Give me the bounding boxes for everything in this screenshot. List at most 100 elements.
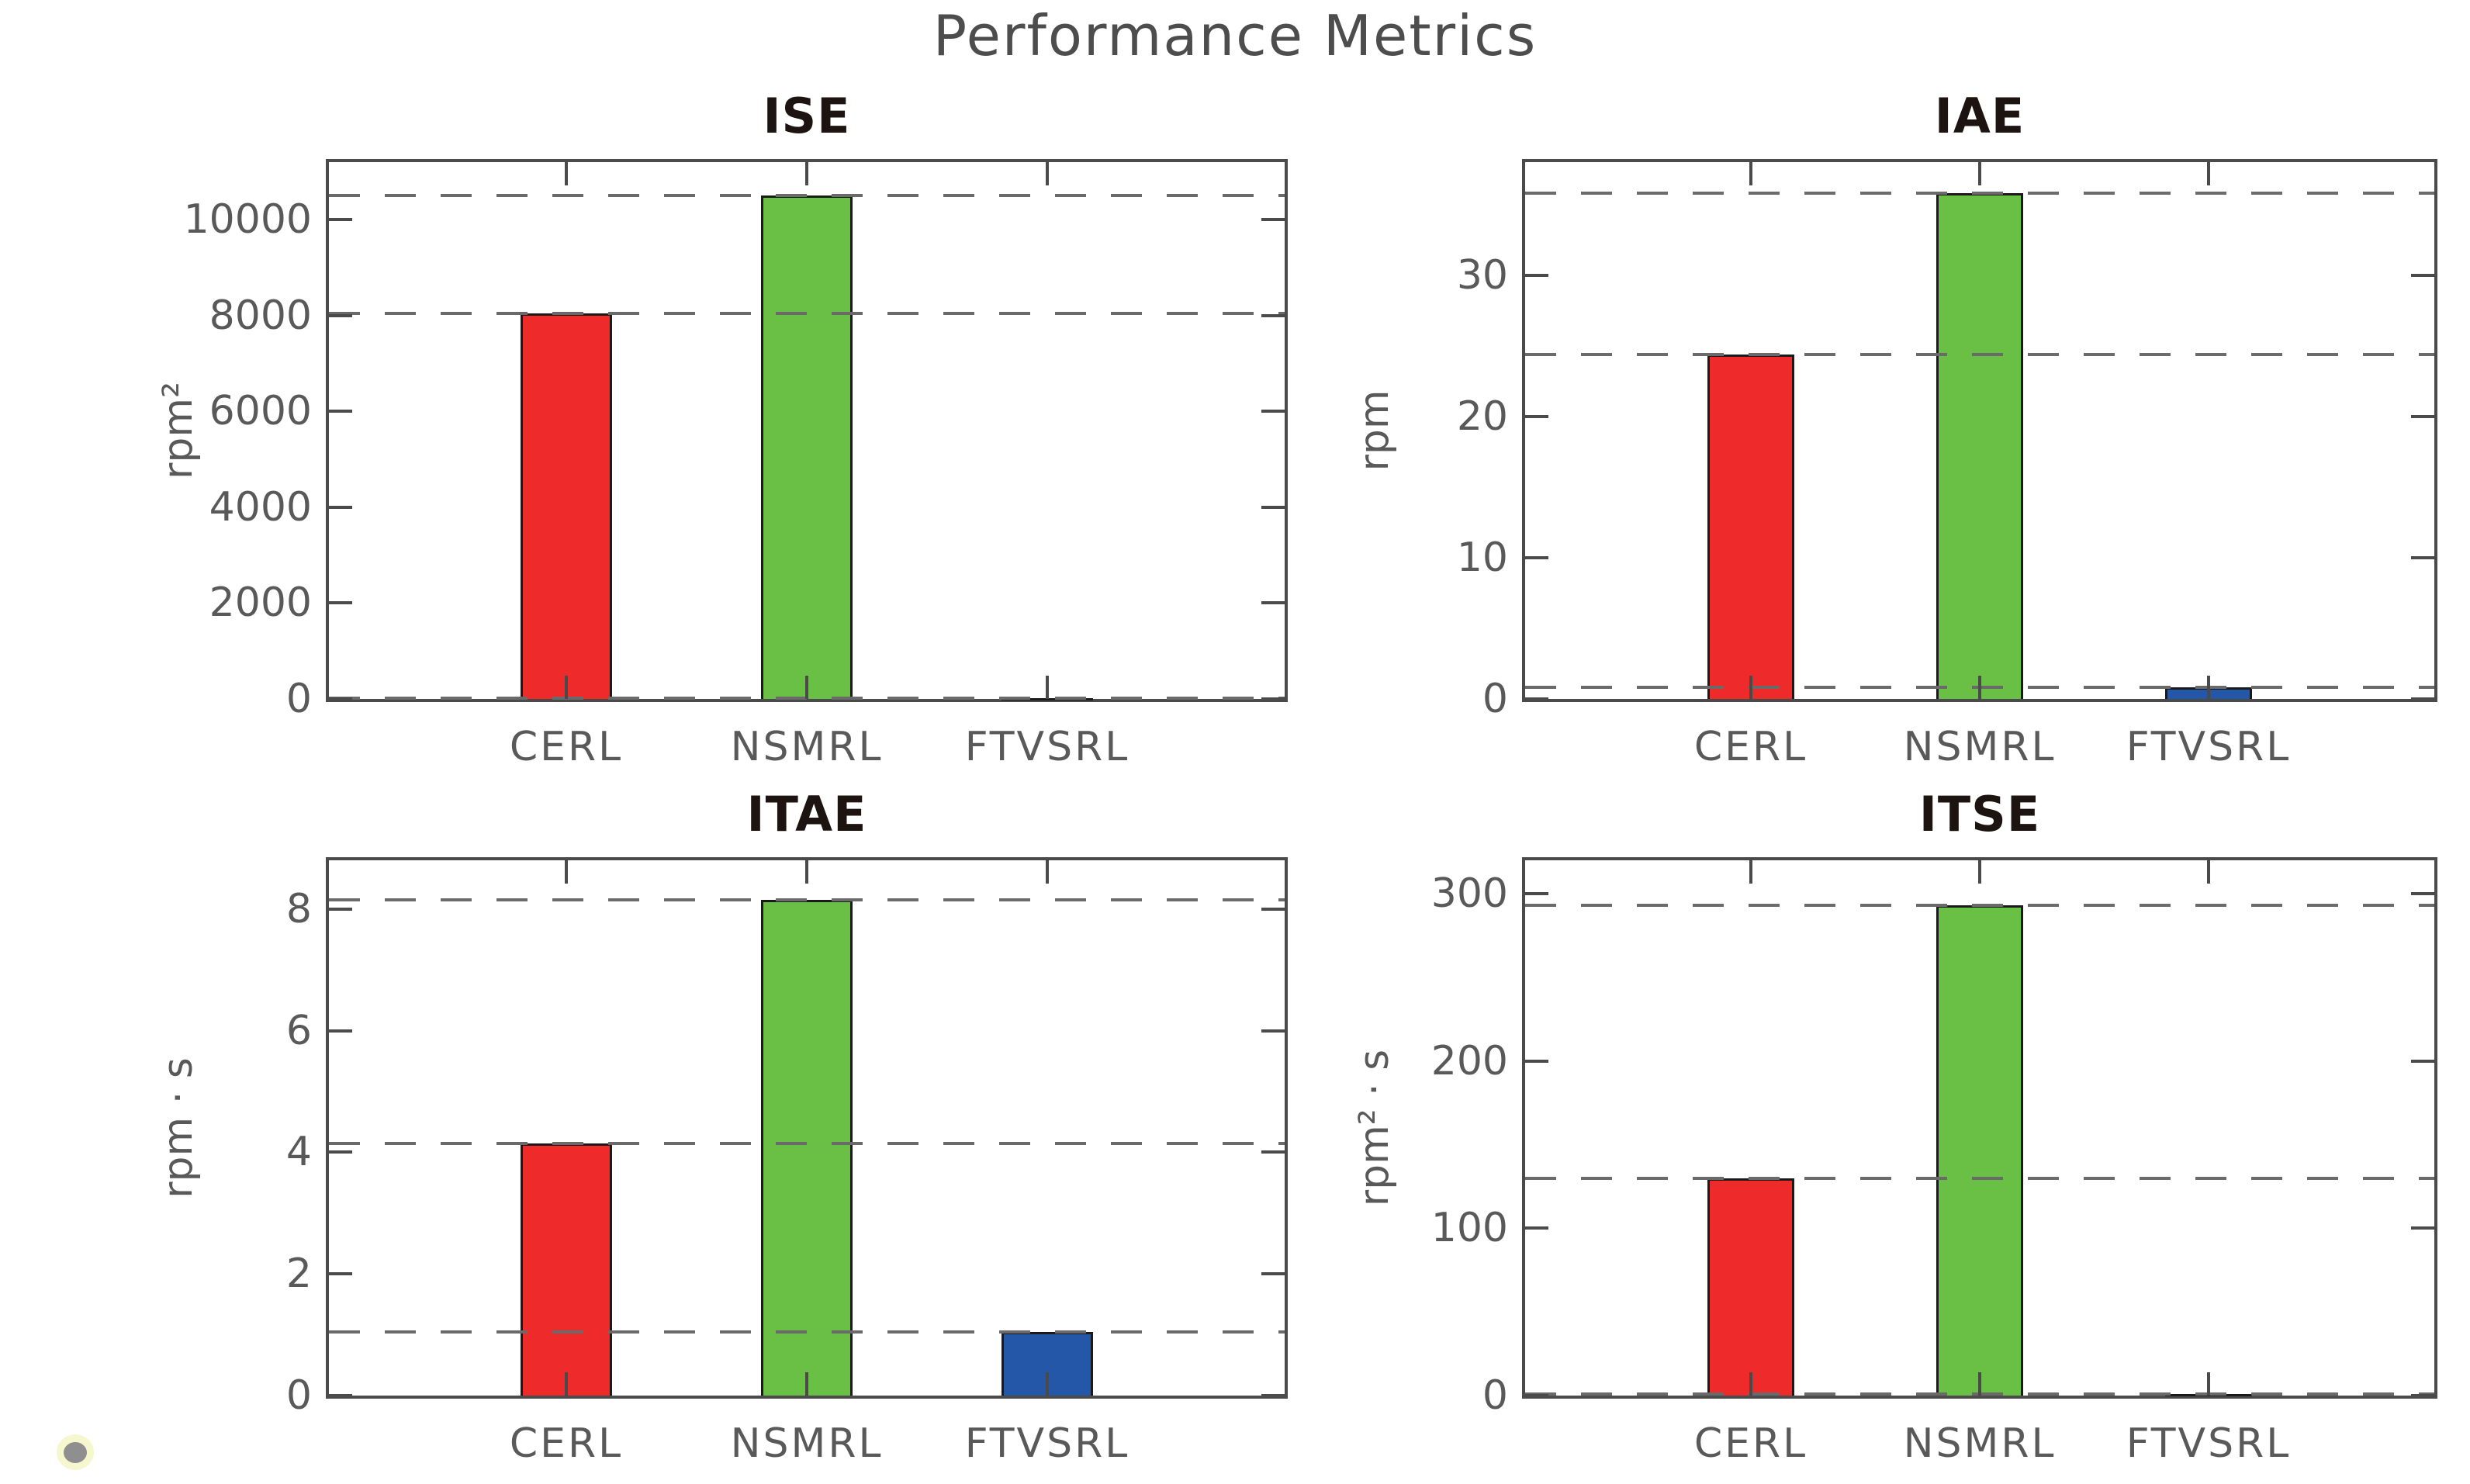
x-tick-mark bbox=[805, 1372, 808, 1396]
bar-cerl bbox=[521, 313, 612, 699]
y-tick-mark-right bbox=[1261, 1394, 1285, 1397]
subplot-title-iae: IAE bbox=[1934, 88, 2025, 144]
y-tick-mark bbox=[1525, 414, 1548, 418]
x-tick-mark-top bbox=[1046, 860, 1049, 884]
bar-nsmrl bbox=[761, 899, 853, 1396]
x-tick-mark bbox=[1046, 676, 1049, 699]
stray-cursor-dot bbox=[57, 1434, 94, 1470]
figure-title: Performance Metrics bbox=[932, 3, 1538, 68]
x-tick-mark-top bbox=[565, 860, 568, 884]
x-tick-mark-top bbox=[805, 860, 808, 884]
reference-dashed-line bbox=[329, 1141, 1285, 1145]
x-tick-mark-top bbox=[1978, 162, 1981, 185]
x-tick-mark bbox=[805, 676, 808, 699]
bar-nsmrl bbox=[761, 195, 853, 699]
x-tick-label-cerl: CERL bbox=[1693, 1420, 1808, 1467]
bar-cerl bbox=[1707, 354, 1794, 699]
y-tick-mark-right bbox=[1261, 1029, 1285, 1033]
x-tick-mark bbox=[1046, 1372, 1049, 1396]
y-tick-label: 0 bbox=[285, 1372, 312, 1419]
y-tick-mark bbox=[329, 601, 352, 605]
y-tick-mark-right bbox=[1261, 410, 1285, 413]
y-tick-mark bbox=[329, 1272, 352, 1276]
x-tick-label-cerl: CERL bbox=[509, 1420, 624, 1467]
x-tick-label-ftvsrl: FTVSRL bbox=[2126, 724, 2292, 770]
y-tick-label: 20 bbox=[1456, 393, 1508, 440]
bar-cerl bbox=[1707, 1178, 1794, 1396]
x-tick-mark-top bbox=[1978, 860, 1981, 884]
subplot-title-ise: ISE bbox=[763, 88, 851, 144]
bar-nsmrl bbox=[1936, 193, 2023, 699]
y-tick-mark-right bbox=[2411, 892, 2434, 896]
y-tick-mark-right bbox=[1261, 907, 1285, 911]
x-tick-mark bbox=[2207, 1372, 2210, 1396]
y-tick-mark bbox=[329, 505, 352, 509]
reference-dashed-line bbox=[1525, 192, 2434, 195]
y-tick-mark bbox=[329, 313, 352, 317]
y-tick-label: 200 bbox=[1430, 1037, 1508, 1084]
y-tick-mark bbox=[329, 1394, 352, 1397]
y-tick-mark bbox=[1525, 555, 1548, 559]
y-tick-mark-right bbox=[2411, 697, 2434, 700]
reference-dashed-line bbox=[329, 311, 1285, 315]
x-tick-mark bbox=[1978, 1372, 1981, 1396]
y-tick-label: 6 bbox=[285, 1007, 312, 1054]
x-tick-mark bbox=[2207, 676, 2210, 699]
x-tick-label-cerl: CERL bbox=[1693, 724, 1808, 770]
reference-dashed-line bbox=[329, 1330, 1285, 1334]
y-tick-mark bbox=[329, 907, 352, 911]
y-tick-label: 0 bbox=[1482, 1372, 1508, 1419]
subplot-title-itse: ITSE bbox=[1918, 786, 2041, 842]
x-tick-mark-top bbox=[2207, 162, 2210, 185]
y-tick-mark bbox=[1525, 1059, 1548, 1063]
y-tick-mark-right bbox=[2411, 273, 2434, 277]
y-tick-mark-right bbox=[1261, 218, 1285, 222]
y-tick-label: 0 bbox=[285, 676, 312, 722]
y-tick-label: 0 bbox=[1482, 676, 1508, 722]
x-tick-mark bbox=[1978, 676, 1981, 699]
reference-dashed-line bbox=[1525, 352, 2434, 356]
y-tick-mark bbox=[329, 697, 352, 700]
y-tick-label: 8000 bbox=[209, 292, 312, 339]
x-tick-label-ftvsrl: FTVSRL bbox=[964, 724, 1130, 770]
x-tick-label-nsmrl: NSMRL bbox=[730, 724, 884, 770]
y-tick-mark-right bbox=[1261, 1272, 1285, 1276]
y-tick-label: 2 bbox=[285, 1251, 312, 1298]
y-tick-mark-right bbox=[1261, 697, 1285, 700]
bar-cerl bbox=[521, 1143, 612, 1396]
y-tick-mark-right bbox=[2411, 414, 2434, 418]
x-tick-label-nsmrl: NSMRL bbox=[1903, 1420, 2057, 1467]
y-tick-label: 100 bbox=[1430, 1205, 1508, 1252]
y-tick-label: 10000 bbox=[183, 196, 312, 244]
y-tick-label: 300 bbox=[1430, 870, 1508, 918]
y-axis-label-itse: rpm² · s bbox=[1351, 1049, 1398, 1207]
y-tick-mark bbox=[1525, 273, 1548, 277]
y-tick-mark-right bbox=[2411, 1226, 2434, 1230]
y-tick-mark-right bbox=[1261, 1150, 1285, 1154]
y-tick-mark bbox=[329, 410, 352, 413]
x-tick-label-ftvsrl: FTVSRL bbox=[964, 1420, 1130, 1467]
reference-dashed-line bbox=[329, 898, 1285, 901]
x-tick-mark-top bbox=[1046, 162, 1049, 185]
x-tick-label-nsmrl: NSMRL bbox=[730, 1420, 884, 1467]
y-tick-mark bbox=[1525, 1394, 1548, 1397]
x-tick-mark-top bbox=[1749, 162, 1752, 185]
y-tick-mark-right bbox=[1261, 313, 1285, 317]
reference-dashed-line bbox=[329, 194, 1285, 198]
x-tick-mark bbox=[1749, 1372, 1752, 1396]
y-tick-label: 4000 bbox=[209, 483, 312, 531]
x-tick-mark-top bbox=[565, 162, 568, 185]
x-tick-mark bbox=[565, 1372, 568, 1396]
y-tick-label: 4 bbox=[285, 1129, 312, 1176]
y-tick-label: 6000 bbox=[209, 388, 312, 435]
reference-dashed-line bbox=[1525, 904, 2434, 908]
y-tick-mark bbox=[329, 1150, 352, 1154]
x-tick-mark-top bbox=[1749, 860, 1752, 884]
x-tick-mark-top bbox=[2207, 860, 2210, 884]
x-tick-mark bbox=[565, 676, 568, 699]
x-tick-label-cerl: CERL bbox=[509, 724, 624, 770]
x-tick-label-ftvsrl: FTVSRL bbox=[2126, 1420, 2292, 1467]
y-tick-label: 2000 bbox=[209, 579, 312, 627]
y-tick-mark-right bbox=[1261, 505, 1285, 509]
